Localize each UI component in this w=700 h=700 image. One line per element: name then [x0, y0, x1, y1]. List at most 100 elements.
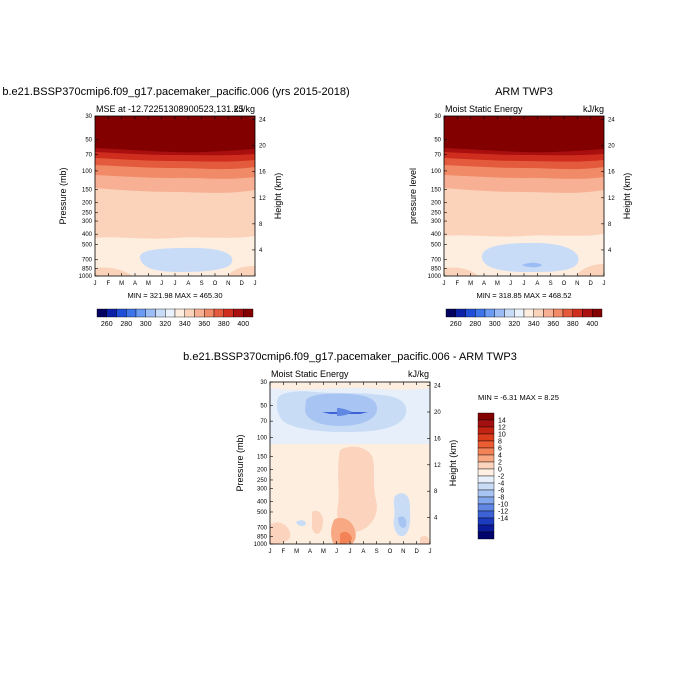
- x-tick-label: S: [549, 281, 553, 287]
- x-tick-label: M: [146, 281, 151, 287]
- colorbar-swatch: [484, 308, 495, 318]
- x-tick-label: D: [588, 281, 593, 287]
- colorbar-swatch: [204, 308, 215, 318]
- y2-tick-label: 24: [259, 118, 266, 124]
- colorbar-swatch: [126, 308, 137, 318]
- colorbar-swatch: [135, 308, 146, 318]
- colorbar-swatch: [477, 503, 495, 512]
- colorbar-label: 4: [498, 453, 502, 460]
- y-tick-label: 70: [434, 153, 441, 159]
- panel-model-colorbar: 260 280 300 320 340 360 380 400: [96, 308, 254, 328]
- y2-tick-label: 16: [608, 170, 615, 176]
- colorbar-label: 2: [498, 460, 502, 467]
- colorbar-swatch: [155, 308, 166, 318]
- y-tick-label: 250: [257, 478, 268, 484]
- colorbar-label: 320: [508, 321, 520, 328]
- panel-diff-left-label: Moist Static Energy: [271, 369, 349, 379]
- x-tick-label: J: [335, 549, 338, 555]
- x-tick-label: A: [133, 281, 137, 287]
- colorbar-swatch: [592, 308, 603, 318]
- x-tick-label: J: [443, 281, 446, 287]
- colorbar-swatch: [504, 308, 515, 318]
- y2-tick-label: 12: [259, 196, 266, 202]
- y2-tick-label: 4: [434, 516, 438, 522]
- colorbar-label: 400: [237, 321, 249, 328]
- panel-model-minmax: MIN = 321.98 MAX = 465.30: [127, 291, 222, 300]
- colorbar-swatch: [233, 308, 244, 318]
- colorbar-swatch: [477, 454, 495, 463]
- x-tick-label: J: [94, 281, 97, 287]
- y-tick-label: 400: [257, 500, 268, 506]
- colorbar-swatch: [477, 496, 495, 505]
- y-tick-label: 30: [85, 114, 92, 120]
- panel-obs-units: kJ/kg: [583, 104, 604, 114]
- colorbar-label: 260: [450, 321, 462, 328]
- panel-obs-title: ARM TWP3: [495, 86, 553, 98]
- colorbar-swatch: [477, 468, 495, 477]
- x-tick-label: S: [375, 549, 379, 555]
- y-tick-label: 30: [434, 114, 441, 120]
- colorbar-swatch: [562, 308, 573, 318]
- y2-tick-label: 16: [434, 436, 441, 442]
- colorbar-swatch: [477, 531, 495, 540]
- y-tick-label: 300: [431, 219, 442, 225]
- colorbar-label: 10: [498, 432, 506, 439]
- colorbar-label: -8: [498, 495, 504, 502]
- y2-tick-label: 20: [608, 144, 615, 150]
- colorbar-swatch: [174, 308, 185, 318]
- x-tick-label: M: [119, 281, 124, 287]
- colorbar-swatch: [572, 308, 583, 318]
- colorbar-swatch: [475, 308, 486, 318]
- colorbar-swatch: [96, 308, 107, 318]
- x-tick-label: O: [562, 281, 567, 287]
- panel-diff-ylabel: Pressure (mb): [235, 434, 245, 491]
- x-tick-label: D: [239, 281, 244, 287]
- panel-obs-y2label: Height (km): [622, 173, 632, 220]
- colorbar-swatch: [477, 482, 495, 491]
- x-tick-label: O: [388, 549, 393, 555]
- colorbar-label: 400: [586, 321, 598, 328]
- y-tick-label: 850: [257, 534, 268, 540]
- y-tick-label: 850: [431, 267, 442, 273]
- y-tick-label: 700: [431, 258, 442, 264]
- colorbar-label: 6: [498, 446, 502, 453]
- x-tick-label: M: [294, 549, 299, 555]
- y2-tick-label: 24: [608, 118, 615, 124]
- y2-tick-label: 8: [608, 222, 612, 228]
- colorbar-label: 380: [567, 321, 579, 328]
- y2-tick-label: 20: [434, 410, 441, 416]
- x-tick-label: J: [254, 281, 257, 287]
- y-tick-label: 150: [82, 187, 93, 193]
- x-tick-label: S: [200, 281, 204, 287]
- y-tick-label: 100: [431, 169, 442, 175]
- colorbar-label: 280: [469, 321, 481, 328]
- x-tick-label: J: [349, 549, 352, 555]
- y-tick-label: 100: [82, 169, 93, 175]
- x-tick-label: J: [523, 281, 526, 287]
- colorbar-label: 340: [528, 321, 540, 328]
- colorbar-label: 300: [489, 321, 501, 328]
- x-tick-label: N: [226, 281, 230, 287]
- y-tick-label: 200: [82, 201, 93, 207]
- y2-tick-label: 8: [259, 222, 263, 228]
- colorbar-label: -6: [498, 488, 504, 495]
- panel-diff-y2label: Height (km): [448, 440, 458, 487]
- colorbar-label: 340: [179, 321, 191, 328]
- colorbar-swatch: [477, 517, 495, 526]
- y-tick-label: 30: [260, 380, 267, 386]
- colorbar-swatch: [477, 524, 495, 533]
- x-tick-label: J: [160, 281, 163, 287]
- y-tick-label: 150: [257, 454, 268, 460]
- panel-model: b.e21.BSSP370cmip6.f09_g17.pacemaker_pac…: [2, 86, 349, 328]
- colorbar-swatch: [477, 433, 495, 442]
- colorbar-label: 360: [198, 321, 210, 328]
- colorbar-label: 360: [547, 321, 559, 328]
- colorbar-swatch: [106, 308, 117, 318]
- x-tick-label: M: [468, 281, 473, 287]
- x-tick-label: A: [308, 549, 312, 555]
- x-tick-label: A: [482, 281, 486, 287]
- colorbar-label: 14: [498, 418, 506, 425]
- panel-obs-ylabel: pressure level: [408, 168, 418, 224]
- y-tick-label: 50: [434, 137, 441, 143]
